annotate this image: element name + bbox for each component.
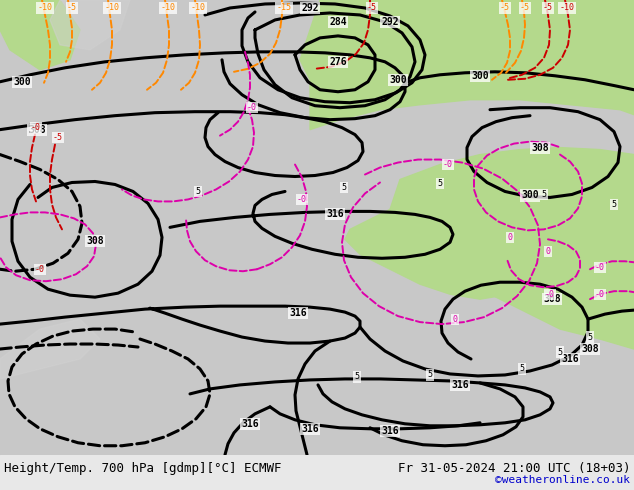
Text: 308: 308 bbox=[28, 124, 46, 135]
Text: 316: 316 bbox=[381, 426, 399, 436]
Text: -5: -5 bbox=[53, 133, 63, 142]
Text: -0: -0 bbox=[247, 103, 257, 112]
Text: 276: 276 bbox=[329, 57, 347, 67]
Text: -5: -5 bbox=[500, 3, 510, 12]
Text: 308: 308 bbox=[543, 294, 561, 304]
Text: 316: 316 bbox=[451, 380, 469, 390]
Text: -0: -0 bbox=[35, 265, 45, 274]
Text: -15: -15 bbox=[276, 3, 292, 12]
Text: -10: -10 bbox=[190, 3, 205, 12]
Polygon shape bbox=[300, 0, 634, 130]
Text: 292: 292 bbox=[301, 3, 319, 13]
Polygon shape bbox=[0, 319, 100, 379]
Text: 300: 300 bbox=[521, 191, 539, 200]
Text: 0: 0 bbox=[453, 315, 458, 323]
Text: 300: 300 bbox=[471, 71, 489, 81]
Text: 5: 5 bbox=[557, 347, 562, 357]
Text: 0: 0 bbox=[545, 247, 550, 256]
Text: -0: -0 bbox=[545, 290, 555, 299]
Text: 308: 308 bbox=[86, 236, 104, 246]
Text: 316: 316 bbox=[301, 424, 319, 434]
Text: -5: -5 bbox=[543, 3, 553, 12]
Text: 5: 5 bbox=[519, 365, 524, 373]
Text: 284: 284 bbox=[329, 17, 347, 27]
Text: -0: -0 bbox=[297, 195, 307, 204]
Text: -5: -5 bbox=[520, 3, 530, 12]
Text: -5: -5 bbox=[67, 3, 77, 12]
Text: 308: 308 bbox=[531, 143, 549, 152]
Text: -0: -0 bbox=[595, 290, 605, 299]
Text: 5: 5 bbox=[195, 187, 200, 196]
Polygon shape bbox=[50, 0, 130, 50]
Text: -5: -5 bbox=[367, 3, 377, 12]
Text: 5: 5 bbox=[427, 370, 432, 379]
Text: 5: 5 bbox=[354, 372, 359, 381]
Text: ©weatheronline.co.uk: ©weatheronline.co.uk bbox=[495, 475, 630, 485]
Text: -10: -10 bbox=[37, 3, 53, 12]
Text: 316: 316 bbox=[289, 308, 307, 318]
Text: -0: -0 bbox=[443, 160, 453, 169]
Text: 308: 308 bbox=[581, 344, 598, 354]
Text: 300: 300 bbox=[13, 77, 31, 87]
Text: 5: 5 bbox=[541, 190, 547, 199]
Text: 5: 5 bbox=[437, 179, 443, 188]
Text: -0: -0 bbox=[595, 263, 605, 272]
Text: -0: -0 bbox=[31, 123, 41, 132]
Text: Height/Temp. 700 hPa [gdmp][°C] ECMWF: Height/Temp. 700 hPa [gdmp][°C] ECMWF bbox=[4, 462, 281, 475]
Text: 0: 0 bbox=[507, 233, 512, 242]
Polygon shape bbox=[380, 147, 634, 349]
Text: Fr 31-05-2024 21:00 UTC (18+03): Fr 31-05-2024 21:00 UTC (18+03) bbox=[398, 462, 630, 475]
Text: 316: 316 bbox=[241, 419, 259, 429]
Text: 316: 316 bbox=[326, 209, 344, 220]
Text: 316: 316 bbox=[561, 354, 579, 364]
Text: -10: -10 bbox=[105, 3, 119, 12]
Text: 5: 5 bbox=[588, 333, 593, 342]
Text: 5: 5 bbox=[612, 200, 616, 209]
Text: 300: 300 bbox=[389, 75, 407, 85]
Text: 5: 5 bbox=[342, 183, 347, 192]
Polygon shape bbox=[345, 184, 560, 299]
Text: 292: 292 bbox=[381, 17, 399, 27]
Text: -10: -10 bbox=[559, 3, 574, 12]
Text: -10: -10 bbox=[160, 3, 176, 12]
Polygon shape bbox=[0, 0, 80, 70]
